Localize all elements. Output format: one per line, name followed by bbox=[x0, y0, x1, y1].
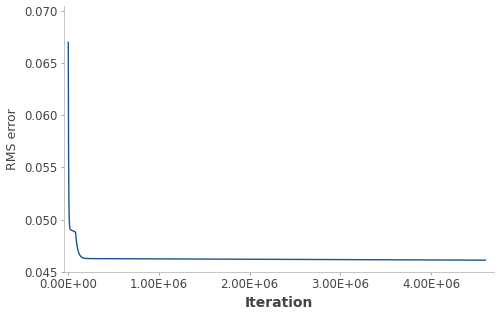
Y-axis label: RMS error: RMS error bbox=[6, 108, 18, 170]
X-axis label: Iteration: Iteration bbox=[245, 296, 314, 310]
